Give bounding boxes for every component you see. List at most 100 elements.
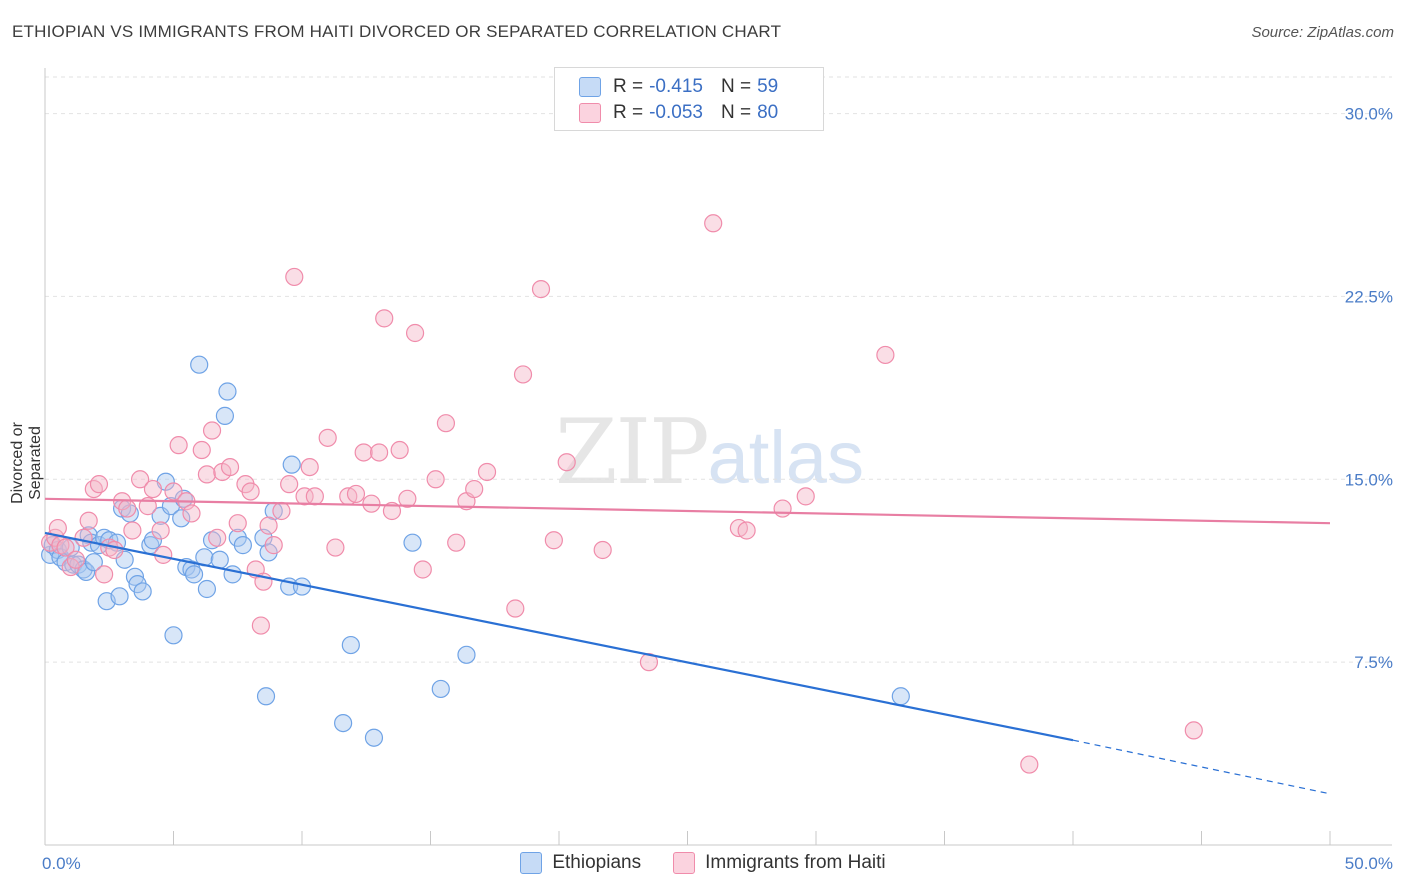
haiti-point — [79, 511, 98, 530]
source-note: Source: ZipAtlas.com — [1251, 24, 1394, 41]
legend-label: Immigrants from Haiti — [705, 852, 886, 873]
haiti-point — [477, 462, 497, 482]
haiti-point — [56, 538, 75, 557]
x-tick-label: 50.0% — [1345, 854, 1393, 873]
haiti-point — [66, 550, 85, 569]
legend-label: Ethiopians — [552, 852, 642, 873]
haiti-point — [382, 501, 402, 521]
ethiopians-point — [182, 560, 201, 579]
haiti-point — [370, 443, 389, 462]
r-value: -0.053 — [649, 102, 703, 123]
ethiopians-point — [164, 626, 183, 645]
haiti-point — [169, 436, 188, 455]
haiti-point — [513, 365, 533, 384]
y-tick-label: 7.5% — [1354, 653, 1393, 672]
haiti-point — [346, 484, 366, 504]
ethiopians-point — [133, 582, 152, 601]
haiti-trend-line — [44, 497, 1331, 525]
haiti-point — [105, 540, 124, 560]
haiti-point — [737, 521, 756, 540]
watermark-atlas: atlas — [707, 416, 864, 499]
ethiopians-point — [457, 645, 476, 664]
haiti-point — [295, 487, 314, 506]
y-tick-label: 30.0% — [1345, 105, 1393, 124]
haiti-point — [182, 504, 201, 523]
ethiopians-point — [282, 455, 301, 474]
ethiopians-point — [215, 406, 234, 425]
haiti-point — [300, 457, 319, 477]
haiti-legend-swatch — [673, 852, 696, 874]
haiti-point — [465, 479, 484, 499]
haiti-point — [123, 521, 142, 540]
ethiopians-point — [891, 687, 910, 706]
ethiopians-point — [403, 533, 422, 552]
haiti-point — [285, 267, 304, 287]
ethiopians-point — [110, 587, 129, 606]
haiti-point — [202, 421, 222, 440]
ethiopians-point — [223, 565, 242, 584]
haiti-point — [318, 428, 337, 447]
haiti-point — [436, 414, 456, 433]
haiti-point — [143, 479, 163, 499]
haiti-point — [1020, 755, 1039, 774]
haiti-point — [362, 494, 381, 513]
r-value: -0.415 — [649, 76, 703, 97]
haiti-point — [398, 489, 417, 508]
haiti-point — [375, 309, 394, 328]
haiti-point — [197, 465, 217, 484]
haiti-point — [264, 536, 283, 555]
r-label: R = — [613, 102, 644, 123]
haiti-point — [426, 470, 445, 489]
ethiopians-legend-swatch — [520, 852, 543, 874]
ethiopians-point — [172, 509, 191, 528]
axes — [44, 68, 1392, 846]
ethiopians-point — [190, 355, 209, 374]
n-value: 80 — [757, 102, 779, 123]
watermark: ZIPatlas — [555, 400, 864, 505]
haiti-point — [773, 499, 792, 518]
haiti-point — [208, 528, 227, 547]
ethiopians-point — [125, 567, 145, 586]
ethiopians-point — [218, 382, 237, 401]
y-tick-label: 15.0% — [1345, 470, 1393, 489]
n-label: N = — [720, 76, 752, 97]
stats-legend-row-ethiopians: R = -0.415 N = 59 — [579, 74, 778, 100]
haiti-point — [305, 487, 324, 506]
haiti-point — [259, 516, 278, 535]
watermark-zip: ZIP — [555, 400, 710, 505]
x-tick-label: 0.0% — [42, 854, 81, 873]
ethiopians-swatch — [579, 77, 601, 97]
haiti-swatch — [579, 103, 601, 123]
haiti-point — [192, 440, 211, 460]
haiti-point — [390, 440, 409, 460]
haiti-point — [876, 345, 895, 365]
haiti-points — [41, 214, 1203, 774]
ethiopians-point — [143, 531, 163, 550]
haiti-point — [84, 479, 103, 499]
ethiopians-point — [431, 679, 450, 699]
haiti-point — [241, 482, 260, 501]
ethiopians-point — [233, 536, 252, 555]
ethiopians-trend-extension — [1072, 739, 1331, 795]
ethiopians-point — [341, 635, 360, 655]
series-legend: Ethiopians Immigrants from Haiti — [0, 852, 1406, 874]
n-label: N = — [720, 102, 752, 123]
trend-lines — [44, 497, 1331, 795]
haiti-point — [74, 528, 93, 547]
haiti-point — [796, 487, 815, 506]
ethiopians-point — [197, 579, 217, 599]
ethiopians-point — [184, 565, 204, 584]
stats-legend: R = -0.415 N = 59 R = -0.053 N = 80 — [554, 67, 824, 131]
data-points — [41, 214, 1203, 774]
n-value: 59 — [757, 76, 779, 97]
y-tick-label: 22.5% — [1345, 287, 1393, 306]
haiti-point — [593, 540, 612, 560]
haiti-point — [95, 565, 114, 584]
haiti-point — [354, 443, 373, 462]
ethiopians-point — [364, 728, 384, 747]
haiti-point — [89, 475, 109, 494]
ethiopians-point — [174, 489, 193, 508]
ethiopians-point — [84, 553, 103, 572]
haiti-point — [413, 560, 432, 579]
